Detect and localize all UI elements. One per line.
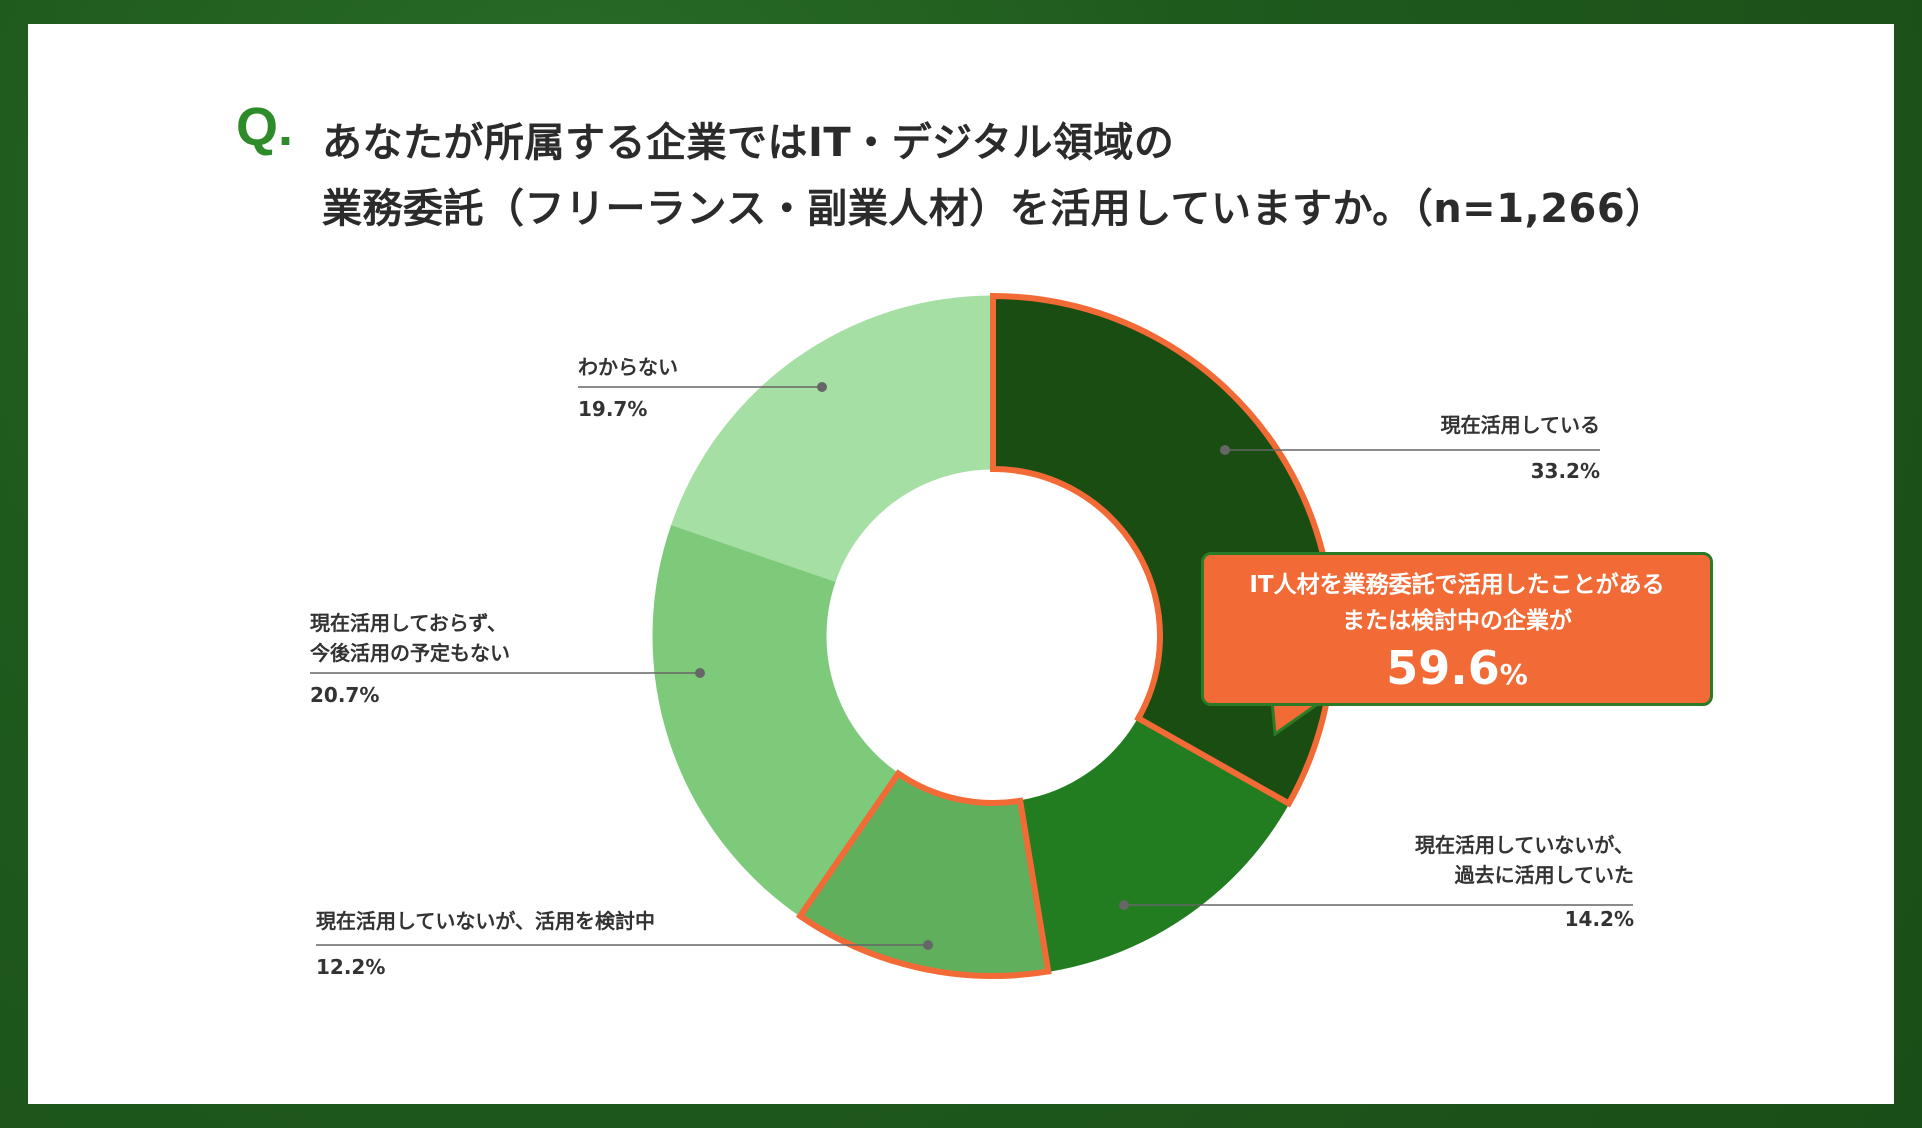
leader-lines-layer — [310, 382, 1633, 950]
question-title-line2: 業務委託（フリーランス・副業人材）を活用していますか。（n=1,266） — [322, 186, 1666, 232]
label-no-plan-name-1: 現在活用しておらず、 — [310, 611, 507, 635]
label-past-pct: 14.2% — [1564, 907, 1634, 931]
leader-unknown-dot — [817, 382, 827, 392]
label-active: 現在活用している 33.2% — [1441, 410, 1600, 486]
callout-text-line1: IT人材を業務委託で活用したことがある — [1249, 572, 1665, 598]
slice-no-plan — [652, 524, 899, 917]
question-title-line1: あなたが所属する企業ではIT・デジタル領域の — [322, 120, 1175, 166]
label-past: 現在活用していないが、 過去に活用していた 14.2% — [1415, 830, 1634, 934]
callout-text-line2: または検討中の企業が — [1342, 608, 1572, 634]
callout-value: 59.6 — [1386, 641, 1500, 695]
label-no-plan-name-2: 今後活用の予定もない — [310, 641, 510, 665]
slice-considering-highlight — [795, 769, 1052, 979]
highlight-layer — [795, 292, 1336, 979]
label-unknown-name: わからない — [578, 355, 678, 379]
callout-unit: % — [1499, 658, 1528, 691]
label-unknown: わからない 19.7% — [578, 352, 678, 424]
label-unknown-pct: 19.7% — [578, 397, 648, 421]
label-considering-pct: 12.2% — [316, 955, 386, 979]
label-no-plan-pct: 20.7% — [310, 683, 380, 707]
leader-considering-dot — [923, 940, 933, 950]
label-considering-name: 現在活用していないが、活用を検討中 — [316, 909, 655, 933]
slice-unknown — [671, 295, 994, 583]
label-considering: 現在活用していないが、活用を検討中 12.2% — [316, 906, 655, 982]
label-past-name-2: 過去に活用していた — [1454, 863, 1634, 887]
label-no-plan: 現在活用しておらず、 今後活用の予定もない 20.7% — [310, 608, 510, 710]
label-active-name: 現在活用している — [1440, 413, 1600, 437]
slice-past — [1019, 717, 1290, 973]
leader-active-dot — [1220, 445, 1230, 455]
leader-no-plan-dot — [695, 668, 705, 678]
question-mark: Q. — [236, 97, 294, 157]
callout-figure: 59.6% — [1204, 639, 1710, 697]
label-past-name-1: 現在活用していないが、 — [1415, 833, 1634, 857]
leader-past-dot — [1119, 900, 1129, 910]
slice-active-highlight — [990, 292, 1336, 808]
callout-box: IT人材を業務委託で活用したことがある または検討中の企業が 59.6% — [1201, 552, 1713, 706]
label-active-pct: 33.2% — [1530, 459, 1600, 483]
